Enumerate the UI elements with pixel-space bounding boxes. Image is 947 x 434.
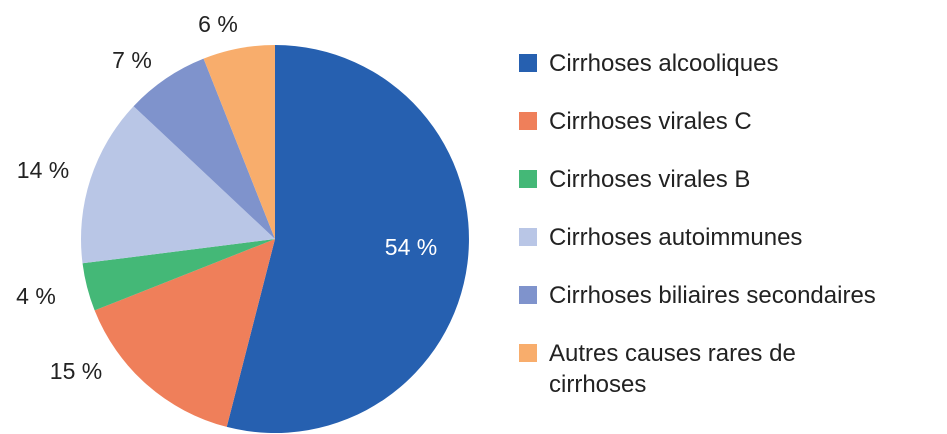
slice-label-5: 7 %: [112, 47, 152, 73]
slice-label-6: 6 %: [198, 11, 238, 37]
legend: Cirrhoses alcooliques Cirrhoses virales C…: [519, 50, 876, 398]
pie-slices: [81, 45, 469, 433]
legend-label-4: Cirrhoses autoimmunes: [549, 224, 802, 251]
legend-label-6-line-2: cirrhoses: [549, 371, 646, 398]
legend-label-2: Cirrhoses virales C: [549, 108, 752, 135]
pie-slice-6: [203, 45, 275, 239]
legend-label-3: Cirrhoses virales B: [549, 166, 750, 193]
legend-label-1: Cirrhoses alcooliques: [549, 50, 778, 77]
slice-label-1: 54 %: [385, 234, 437, 260]
legend-swatch-4: [519, 228, 537, 246]
slice-label-4: 14 %: [17, 157, 69, 183]
pie-slice-5: [133, 58, 275, 240]
slice-label-3: 4 %: [16, 283, 56, 309]
legend-swatch-3: [519, 170, 537, 188]
legend-label-6-line-1: Autres causes rares de: [549, 340, 796, 367]
legend-swatch-1: [519, 54, 537, 72]
legend-label-5: Cirrhoses biliaires secondaires: [549, 282, 876, 309]
pie-slice-1: [226, 45, 469, 433]
pie-slice-3: [82, 239, 275, 311]
slice-label-2: 15 %: [50, 358, 102, 384]
pie-labels: 54 % 15 % 4 % 14 % 7 % 6 %: [16, 11, 437, 384]
pie-slice-4: [81, 106, 275, 264]
legend-swatch-2: [519, 112, 537, 130]
legend-swatch-5: [519, 286, 537, 304]
legend-swatch-6: [519, 344, 537, 362]
pie-slice-2: [94, 239, 276, 427]
